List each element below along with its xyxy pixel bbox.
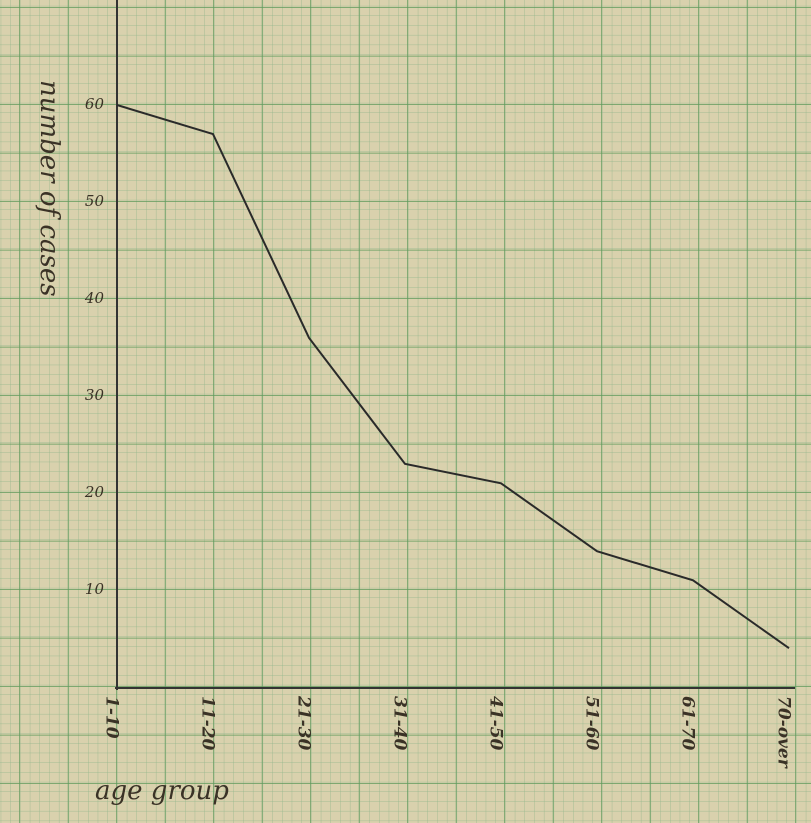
x-tick-label: 11-20 xyxy=(198,696,218,751)
y-tick-label: 10 xyxy=(85,580,105,598)
y-tick-label: 50 xyxy=(85,192,105,210)
y-tick-label: 60 xyxy=(85,95,105,113)
x-tick-label: 61-70 xyxy=(678,696,698,751)
x-tick-label: 41-50 xyxy=(486,696,506,751)
x-tick-label: 21-30 xyxy=(294,695,314,751)
chart: number of cases age group 10 20 30 40 50 60 1-… xyxy=(0,0,811,823)
x-tick-label: 1-10 xyxy=(102,696,122,739)
y-tick-label: 30 xyxy=(85,386,105,404)
y-axis-title: number of cases xyxy=(34,80,64,297)
y-tick-label: 20 xyxy=(84,483,105,501)
x-tick-label: 31-40 xyxy=(390,696,410,751)
x-tick-label: 70-over xyxy=(774,696,794,769)
y-tick-label: 40 xyxy=(84,289,105,307)
x-tick-label: 51-60 xyxy=(582,696,602,751)
x-axis-title: age group xyxy=(95,776,229,806)
